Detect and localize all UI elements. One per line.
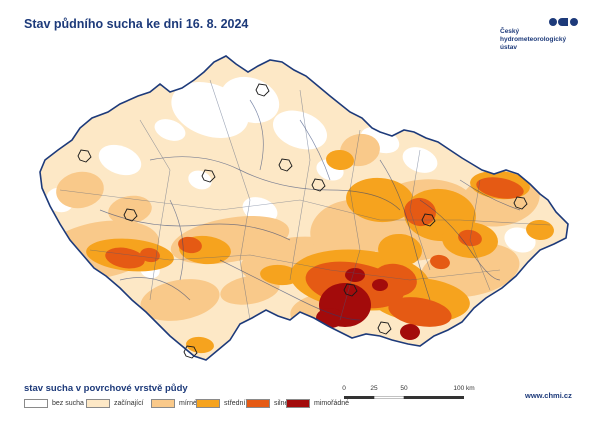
website-link[interactable]: www.chmi.cz <box>525 391 572 400</box>
logo-line-2: hydrometeorologický <box>500 36 567 43</box>
city-outline <box>377 321 392 335</box>
page-title: Stav půdního sucha ke dni 16. 8. 2024 <box>24 17 249 31</box>
drought-area-mild <box>56 171 104 209</box>
legend-swatch-extreme <box>286 399 310 408</box>
legend-label-beginning: začínající <box>114 400 144 407</box>
drought-area-none <box>402 147 438 173</box>
city-outline <box>513 196 528 210</box>
scale-label-0: 0 <box>342 385 346 392</box>
drought-area-severe <box>430 254 450 270</box>
scale-bar: 0 25 50 100 km <box>342 385 475 409</box>
city-outline <box>201 169 216 183</box>
drought-area-severe <box>178 236 202 254</box>
drought-area-none <box>272 110 328 150</box>
legend-label-severe: silné <box>274 400 289 407</box>
drought-area-severe <box>476 177 524 199</box>
city-outline <box>183 345 198 359</box>
drought-area-severe <box>388 297 452 327</box>
scale-label-50: 50 <box>400 385 408 392</box>
drought-area-none <box>456 129 484 151</box>
drought-area-moderate <box>186 336 214 354</box>
legend-swatch-beginning <box>86 399 110 408</box>
legend-label-mild: mírné <box>179 400 197 407</box>
city-outline <box>77 149 92 163</box>
logo-mark-icon <box>549 18 579 28</box>
legend-swatch-none <box>24 399 48 408</box>
drought-area-severe <box>105 247 145 269</box>
drought-area-moderate <box>326 149 354 171</box>
city-outline <box>123 208 138 222</box>
drought-area-moderate <box>260 264 300 286</box>
drought-area-none <box>154 119 186 141</box>
legend-label-none: bez sucha <box>52 400 84 407</box>
drought-area-mild <box>108 195 152 225</box>
scale-label-100: 100 km <box>453 385 475 392</box>
city-outline <box>311 178 326 192</box>
drought-area-extreme <box>400 324 420 340</box>
legend-title: stav sucha v povrchové vrstvě půdy <box>24 383 188 394</box>
scale-label-25: 25 <box>370 385 378 392</box>
drought-area-extreme <box>316 308 344 328</box>
drought-area-severe <box>404 197 436 227</box>
rivers <box>99 99 521 321</box>
legend-swatch-severe <box>246 399 270 408</box>
logo-line-1: Český <box>500 28 520 35</box>
legend-swatch-mild <box>151 399 175 408</box>
city-outline <box>343 283 358 297</box>
city-outline <box>278 158 293 172</box>
drought-area-none <box>188 170 212 190</box>
region-borders <box>59 79 551 321</box>
drought-area-extreme <box>345 268 365 282</box>
scale-ruler <box>344 396 464 399</box>
legend-label-moderate: střední <box>224 400 246 407</box>
drought-area-moderate <box>346 177 414 223</box>
city-outline <box>255 83 270 97</box>
drought-area-moderate <box>378 233 422 267</box>
drought-area-mild <box>140 279 220 321</box>
city-outline <box>421 213 436 227</box>
logo-line-3: ústav <box>500 44 517 51</box>
legend-label-extreme: mimořádné <box>314 400 350 407</box>
drought-area-extreme <box>372 279 388 291</box>
city-outlines <box>77 83 528 359</box>
legend-swatch-moderate <box>196 399 220 408</box>
drought-area-severe <box>140 247 160 263</box>
drought-area-none <box>98 144 142 176</box>
